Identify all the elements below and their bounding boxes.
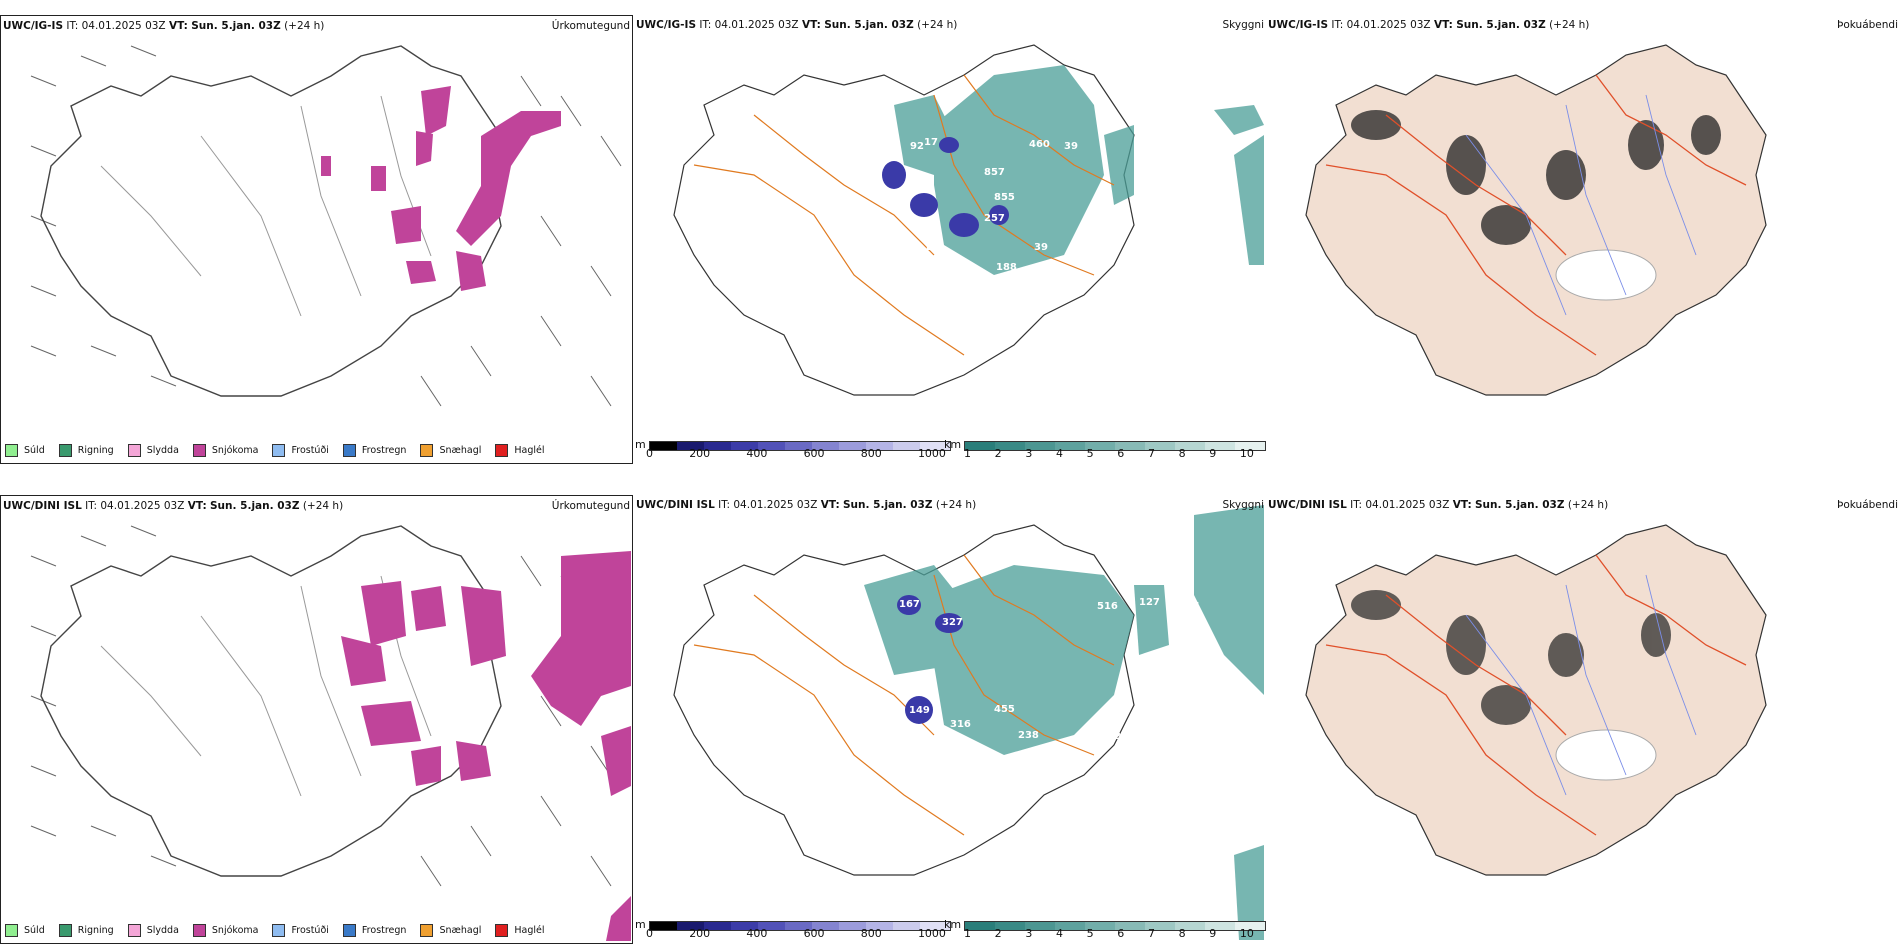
iceland-fog-map bbox=[1305, 524, 1767, 876]
legend-item: Snjókoma bbox=[192, 444, 258, 457]
precip-type-panel-bottom: UWC/DINI ISL IT: 04.01.2025 03Z VT: Sun.… bbox=[0, 495, 633, 944]
cloud-base-ticks: 0 200 400 600 800 1000 bbox=[646, 927, 946, 940]
precip-legend: Súld Rigning Slydda Snjókoma Frostúði Fr… bbox=[5, 444, 559, 457]
snow-areas bbox=[341, 551, 631, 941]
legend-item: Haglél bbox=[495, 924, 545, 937]
panel-title: Skyggni bbox=[1222, 499, 1265, 511]
legend-item: Snæhagl bbox=[420, 924, 481, 937]
legend-item: Súld bbox=[5, 924, 45, 937]
legend-item: Haglél bbox=[495, 444, 545, 457]
svg-text:238: 238 bbox=[1018, 730, 1039, 741]
svg-text:516: 516 bbox=[1097, 601, 1118, 612]
svg-text:188: 188 bbox=[996, 262, 1017, 273]
fog-roads bbox=[1325, 74, 1747, 356]
legend-item: Slydda bbox=[127, 444, 179, 457]
legend-item: Frostúði bbox=[272, 444, 329, 457]
svg-text:289: 289 bbox=[1174, 617, 1195, 628]
legend-item: Snjókoma bbox=[192, 924, 258, 937]
svg-text:167: 167 bbox=[899, 599, 920, 610]
svg-text:127: 127 bbox=[1139, 597, 1160, 608]
river-lines bbox=[100, 95, 432, 317]
panel-title: Skyggni bbox=[1222, 19, 1265, 31]
legend-item: Frostregn bbox=[342, 444, 406, 457]
svg-text:72: 72 bbox=[942, 255, 956, 266]
cloud-panel-bottom: 167 327 516 127 474 289 149 316 455 238 … bbox=[634, 495, 1326, 944]
panel-title: Þokuábendi bbox=[1837, 499, 1898, 511]
cloud-labels: 92 17 39 460 857 855 257 121 120 188 39 … bbox=[702, 137, 1078, 276]
svg-text:0: 0 bbox=[702, 240, 709, 251]
road-lines bbox=[693, 554, 1115, 836]
low-cloud-spots bbox=[882, 137, 1009, 237]
svg-text:460: 460 bbox=[1029, 139, 1050, 150]
svg-text:474: 474 bbox=[1179, 601, 1200, 612]
visibility-colorbar: km bbox=[944, 918, 1267, 931]
river-lines bbox=[100, 575, 432, 797]
iceland-cloud-map: 167 327 516 127 474 289 149 316 455 238 … bbox=[673, 505, 1264, 940]
panel-header: UWC/IG-IS IT: 04.01.2025 03Z VT: Sun. 5.… bbox=[1268, 19, 1590, 31]
road-lines bbox=[693, 74, 1115, 356]
visibility-colorbar: km bbox=[944, 438, 1267, 451]
glacier-white bbox=[1555, 729, 1657, 781]
cloud-panel-top: 92 17 39 460 857 855 257 121 120 188 39 … bbox=[634, 15, 1326, 464]
panel-header: UWC/IG-IS IT: 04.01.2025 03Z VT: Sun. 5.… bbox=[636, 19, 958, 31]
legend-item: Frostúði bbox=[272, 924, 329, 937]
svg-text:17: 17 bbox=[924, 137, 938, 148]
panel-title: Þokuábendi bbox=[1837, 19, 1898, 31]
svg-text:248: 248 bbox=[1037, 265, 1058, 276]
legend-item: Rigning bbox=[58, 444, 114, 457]
svg-text:857: 857 bbox=[984, 167, 1005, 178]
legend-item: Frostregn bbox=[342, 924, 406, 937]
cloud-base-colorbar: m bbox=[635, 438, 951, 451]
wind-barbs bbox=[30, 525, 622, 887]
precip-type-panel-top: UWC/IG-IS IT: 04.01.2025 03Z VT: Sun. 5.… bbox=[0, 15, 633, 464]
panel-header: UWC/DINI ISL IT: 04.01.2025 03Z VT: Sun.… bbox=[3, 500, 344, 512]
iceland-precip-map bbox=[30, 45, 622, 407]
svg-text:288: 288 bbox=[1114, 731, 1135, 742]
panel-title: Úrkomutegund bbox=[551, 20, 630, 32]
visibility-ticks: 1 2 3 4 5 6 7 8 9 10 bbox=[964, 927, 1254, 940]
legend-item: Súld bbox=[5, 444, 45, 457]
svg-text:0: 0 bbox=[702, 720, 709, 731]
svg-text:455: 455 bbox=[994, 704, 1015, 715]
iceland-outline bbox=[40, 525, 502, 877]
fog-rivers bbox=[1465, 94, 1697, 316]
iceland-fog-map bbox=[1305, 44, 1767, 396]
fog-panel-top: UWC/IG-IS IT: 04.01.2025 03Z VT: Sun. 5.… bbox=[1266, 15, 1900, 464]
svg-text:39: 39 bbox=[1034, 242, 1048, 253]
fog-rivers bbox=[1465, 574, 1697, 796]
visibility-ticks: 1 2 3 4 5 6 7 8 9 10 bbox=[964, 447, 1254, 460]
wind-barbs bbox=[30, 45, 622, 407]
legend-item: Snæhagl bbox=[420, 444, 481, 457]
panel-header: UWC/DINI ISL IT: 04.01.2025 03Z VT: Sun.… bbox=[636, 499, 977, 511]
iceland-precip-map bbox=[30, 525, 631, 941]
legend-item: Slydda bbox=[127, 924, 179, 937]
glacier-white bbox=[1555, 249, 1657, 301]
svg-text:327: 327 bbox=[942, 617, 963, 628]
svg-text:92: 92 bbox=[910, 141, 924, 152]
svg-text:316: 316 bbox=[950, 719, 971, 730]
panel-header: UWC/DINI ISL IT: 04.01.2025 03Z VT: Sun.… bbox=[1268, 499, 1609, 511]
cloud-labels: 167 327 516 127 474 289 149 316 455 238 … bbox=[702, 597, 1200, 742]
visibility-areas bbox=[864, 505, 1264, 940]
panel-header: UWC/IG-IS IT: 04.01.2025 03Z VT: Sun. 5.… bbox=[3, 20, 325, 32]
svg-text:149: 149 bbox=[909, 705, 930, 716]
fog-roads bbox=[1325, 554, 1747, 836]
svg-text:39: 39 bbox=[1064, 141, 1078, 152]
cloud-base-colorbar: m bbox=[635, 918, 951, 931]
svg-text:855: 855 bbox=[994, 192, 1015, 203]
precip-legend: Súld Rigning Slydda Snjókoma Frostúði Fr… bbox=[5, 924, 559, 937]
snow-areas bbox=[321, 86, 561, 291]
svg-text:120: 120 bbox=[956, 265, 977, 276]
fog-panel-bottom: UWC/DINI ISL IT: 04.01.2025 03Z VT: Sun.… bbox=[1266, 495, 1900, 944]
panel-title: Úrkomutegund bbox=[551, 500, 630, 512]
iceland-cloud-map: 92 17 39 460 857 855 257 121 120 188 39 … bbox=[673, 44, 1264, 396]
svg-text:121: 121 bbox=[924, 242, 945, 253]
svg-text:257: 257 bbox=[984, 213, 1005, 224]
visibility-areas bbox=[894, 65, 1264, 275]
cloud-base-ticks: 0 200 400 600 800 1000 bbox=[646, 447, 946, 460]
legend-item: Rigning bbox=[58, 924, 114, 937]
low-cloud-spots bbox=[897, 595, 963, 724]
